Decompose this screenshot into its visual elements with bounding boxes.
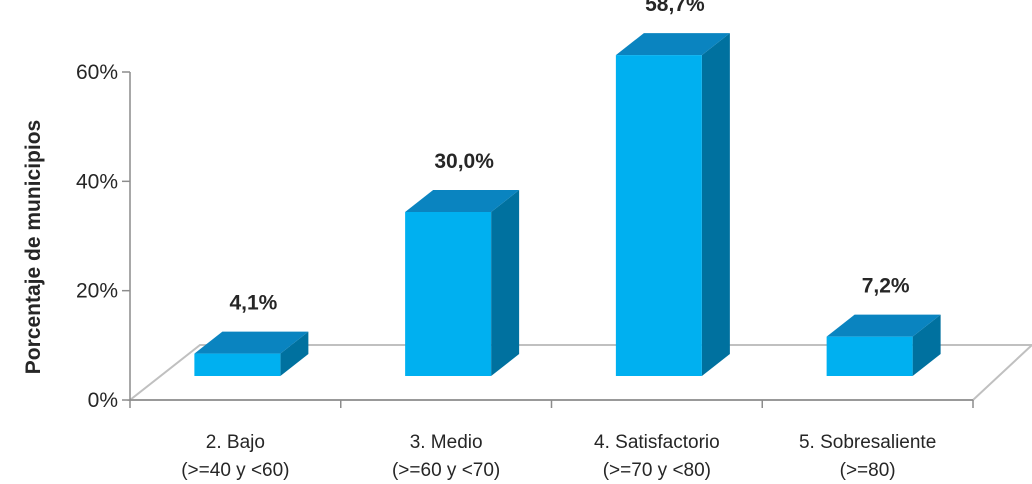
x-category-label: (>=60 y <70) <box>392 460 500 481</box>
bar-top <box>194 331 309 354</box>
x-category-label: 3. Medio <box>410 432 483 453</box>
y-tick-label: 60% <box>76 61 118 84</box>
bar-side <box>280 331 309 376</box>
x-category-label: (>=80) <box>840 460 896 481</box>
bar-front <box>615 55 702 377</box>
bars <box>194 33 941 377</box>
x-category-label: 2. Bajo <box>206 432 265 453</box>
value-label: 58,7% <box>645 0 705 16</box>
bar <box>826 314 941 376</box>
x-category-label: 4. Satisfactorio <box>594 432 720 453</box>
bar-top <box>615 33 730 56</box>
bar-side <box>491 190 520 376</box>
bar-top <box>405 190 520 212</box>
axes: 0% 20% 40% 60% <box>76 61 974 412</box>
value-label: 7,2% <box>862 275 910 298</box>
bar-side <box>912 314 941 376</box>
x-category-label: (>=70 y <80) <box>603 460 711 481</box>
value-label: 30,0% <box>434 150 494 173</box>
bar-front <box>826 336 913 376</box>
bar-front <box>194 353 281 376</box>
y-axis-title: Porcentaje de municipios <box>22 120 45 374</box>
y-tick-label: 20% <box>76 280 118 303</box>
y-tick-label: 0% <box>88 389 118 412</box>
value-label: 4,1% <box>229 292 277 315</box>
labels: 4,1% 2. Bajo (>=40 y <60) 30,0% 3. Medio (>=6… <box>181 0 936 481</box>
bar <box>405 190 520 376</box>
bar <box>194 331 309 376</box>
x-category-label: (>=40 y <60) <box>181 460 289 481</box>
bar-side <box>701 33 730 377</box>
bar <box>615 33 730 377</box>
bar-front <box>405 212 492 376</box>
x-category-label: 5. Sobresaliente <box>799 432 936 453</box>
y-tick-label: 40% <box>76 170 118 193</box>
bar-top <box>826 314 941 337</box>
